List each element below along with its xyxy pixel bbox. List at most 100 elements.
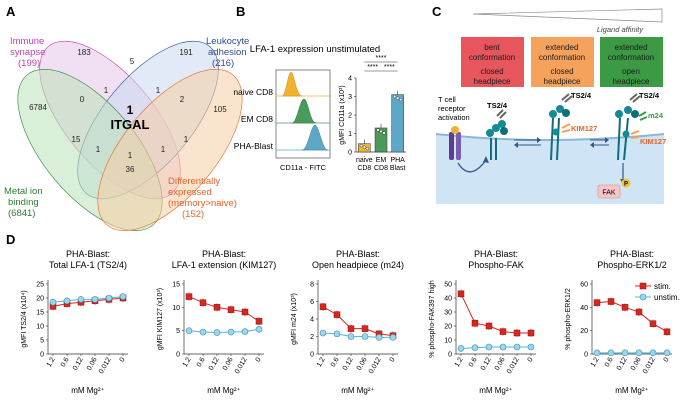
histogram-row-label: PHA-Blast <box>234 141 274 151</box>
line-chart-y-tick-label: 0 <box>448 352 452 359</box>
line-chart-1: PHA-Blast:Total LFA-1 (TS2/4) 0 5 10 15 20 25 g… <box>21 249 128 395</box>
integrin-schematic: T cell receptor activation TS2/4 <box>435 91 666 204</box>
venn-center-count: 1 <box>127 103 134 117</box>
fak-label: FAK <box>602 190 616 197</box>
data-point-unstim <box>513 343 521 351</box>
integrin-domain <box>549 110 557 118</box>
data-point-stim <box>527 329 535 337</box>
line-chart-5: PHA-Blast:Phospho-ERK1/2 0 20 40 60 % phospho… <box>565 249 672 395</box>
set-label-leukocyte-line2: adhesion <box>208 47 247 58</box>
panel-b-letter: B <box>236 4 245 19</box>
set-label-leukocyte-line1: Leukocyte <box>206 36 249 47</box>
bar-category-label: Blast <box>390 165 406 172</box>
panel-c-letter: C <box>432 4 442 19</box>
integrin-leg <box>556 117 560 161</box>
line-chart-x-tick-label: 0.012 <box>506 356 521 375</box>
bar-dot <box>396 96 400 100</box>
line-chart-x-axis-label: mM Mg²⁺ <box>207 386 241 395</box>
venn-count: 0 <box>80 95 85 104</box>
line-chart-y-tick-label: 5 <box>176 328 180 335</box>
data-point-unstim <box>527 343 535 351</box>
line-chart-title: PHA-Blast: <box>66 249 110 259</box>
line-chart-y-tick-label: 40 <box>444 296 452 303</box>
bar-category-label: CD8 <box>357 165 371 172</box>
data-point-stim <box>199 299 207 306</box>
panel-d-line-charts: PHA-Blast:Total LFA-1 (TS2/4)0510152025g… <box>21 249 672 395</box>
line-chart-y-tick-label: 20 <box>580 328 588 335</box>
arrow-head <box>590 142 594 148</box>
data-point-unstim <box>485 343 493 351</box>
data-point-unstim <box>499 343 507 351</box>
line-chart-title: LFA-1 extension (KIM127) <box>172 260 277 270</box>
bar-y-tick-label: 3 <box>348 94 352 101</box>
antibody-label: KIM127 <box>640 137 666 146</box>
line-chart-x-tick-label: 0 <box>119 356 127 363</box>
line-chart-y-tick-label: 6 <box>310 299 314 306</box>
data-point-unstim <box>63 297 71 305</box>
set-label-diff-line1: Differentially <box>168 176 220 187</box>
line-chart-x-tick-label: 1.2 <box>46 356 57 368</box>
line-chart-x-axis-label: mM Mg²⁺ <box>615 386 649 395</box>
antibody-label: KIM127 <box>571 124 597 133</box>
data-point-unstim <box>649 349 657 357</box>
box-text: headpiece <box>544 77 581 86</box>
box-text: bent <box>484 43 500 52</box>
data-point-unstim <box>213 329 221 336</box>
antibody-kim127 <box>561 123 571 133</box>
line-chart-y-tick-label: 60 <box>580 282 588 289</box>
line-chart-y-tick-label: 0 <box>310 352 314 359</box>
fak-box <box>597 184 621 199</box>
line-chart-y-axis-label: % phospho-ERK1/2 <box>565 288 572 350</box>
line-chart-x-tick-label: 0 <box>389 356 397 363</box>
integrin-extended-open: TS2/4 m24 KIM127 <box>615 91 666 161</box>
set-label-metal-count: (6841) <box>8 208 35 219</box>
line-chart-y-axis-label: gMFI TS2/4 (x10⁴) <box>21 290 28 347</box>
ligand-affinity-label: Ligand affinity <box>597 25 645 34</box>
bar-rect <box>391 94 404 153</box>
line-chart-y-tick-label: 4 <box>310 317 314 324</box>
bar-y-tick-label: 1 <box>348 131 352 138</box>
venn-set-differentially-expressed <box>97 69 243 231</box>
antibody-label: m24 <box>648 111 664 120</box>
legend-marker-stim <box>639 282 647 290</box>
data-point-stim <box>333 311 341 318</box>
bar-category-label: PHA <box>390 157 405 164</box>
bar-dot <box>382 131 386 135</box>
data-point-unstim <box>457 345 465 352</box>
tcr-label: receptor <box>438 104 466 113</box>
integrin-leg <box>617 117 621 161</box>
line-chart-x-tick-label: 0.012 <box>368 356 383 375</box>
line-chart-x-axis-label: mM Mg²⁺ <box>341 386 375 395</box>
data-point-unstim <box>347 333 355 340</box>
bar-category-label: naive <box>356 157 373 164</box>
line-chart-title: Phospho-ERK1/2 <box>597 260 667 270</box>
significance-stars: **** <box>376 55 387 62</box>
bar-dot <box>399 98 403 102</box>
line-chart-y-tick-label: 15 <box>36 310 44 317</box>
antibody-ts24 <box>561 93 573 103</box>
bar-dot <box>362 145 366 149</box>
data-point-unstim <box>227 328 235 336</box>
line-chart-x-tick-label: 0.12 <box>342 356 355 371</box>
data-point-unstim <box>185 327 193 334</box>
antibody-label: TS2/4 <box>487 101 508 110</box>
line-chart-title: Phospho-FAK <box>468 260 524 270</box>
box-text: open <box>622 67 640 76</box>
data-point-stim <box>213 304 221 311</box>
line-chart-x-tick-label: 1.2 <box>590 356 601 368</box>
line-chart-x-tick-label: 0.6 <box>60 356 71 368</box>
line-chart-x-tick-label: 0 <box>527 356 535 363</box>
line-chart-y-tick-label: 2 <box>310 334 314 341</box>
legend-label-unstim: unstim. <box>654 293 680 302</box>
line-chart-y-tick-label: 20 <box>444 324 452 331</box>
venn-region-counts: 183 191 5 6784 105 0 2 1 1 15 1 1 1 36 1 <box>29 48 227 174</box>
integrin-leg <box>550 117 554 161</box>
data-point-stim <box>663 328 671 336</box>
data-point-unstim <box>105 294 113 302</box>
venn-count: 2 <box>180 95 185 104</box>
line-chart-x-tick-label: 0.12 <box>208 356 221 371</box>
line-chart-y-tick-label: 0 <box>584 352 588 359</box>
data-point-unstim <box>255 325 263 333</box>
phospho-label: P <box>624 182 628 188</box>
